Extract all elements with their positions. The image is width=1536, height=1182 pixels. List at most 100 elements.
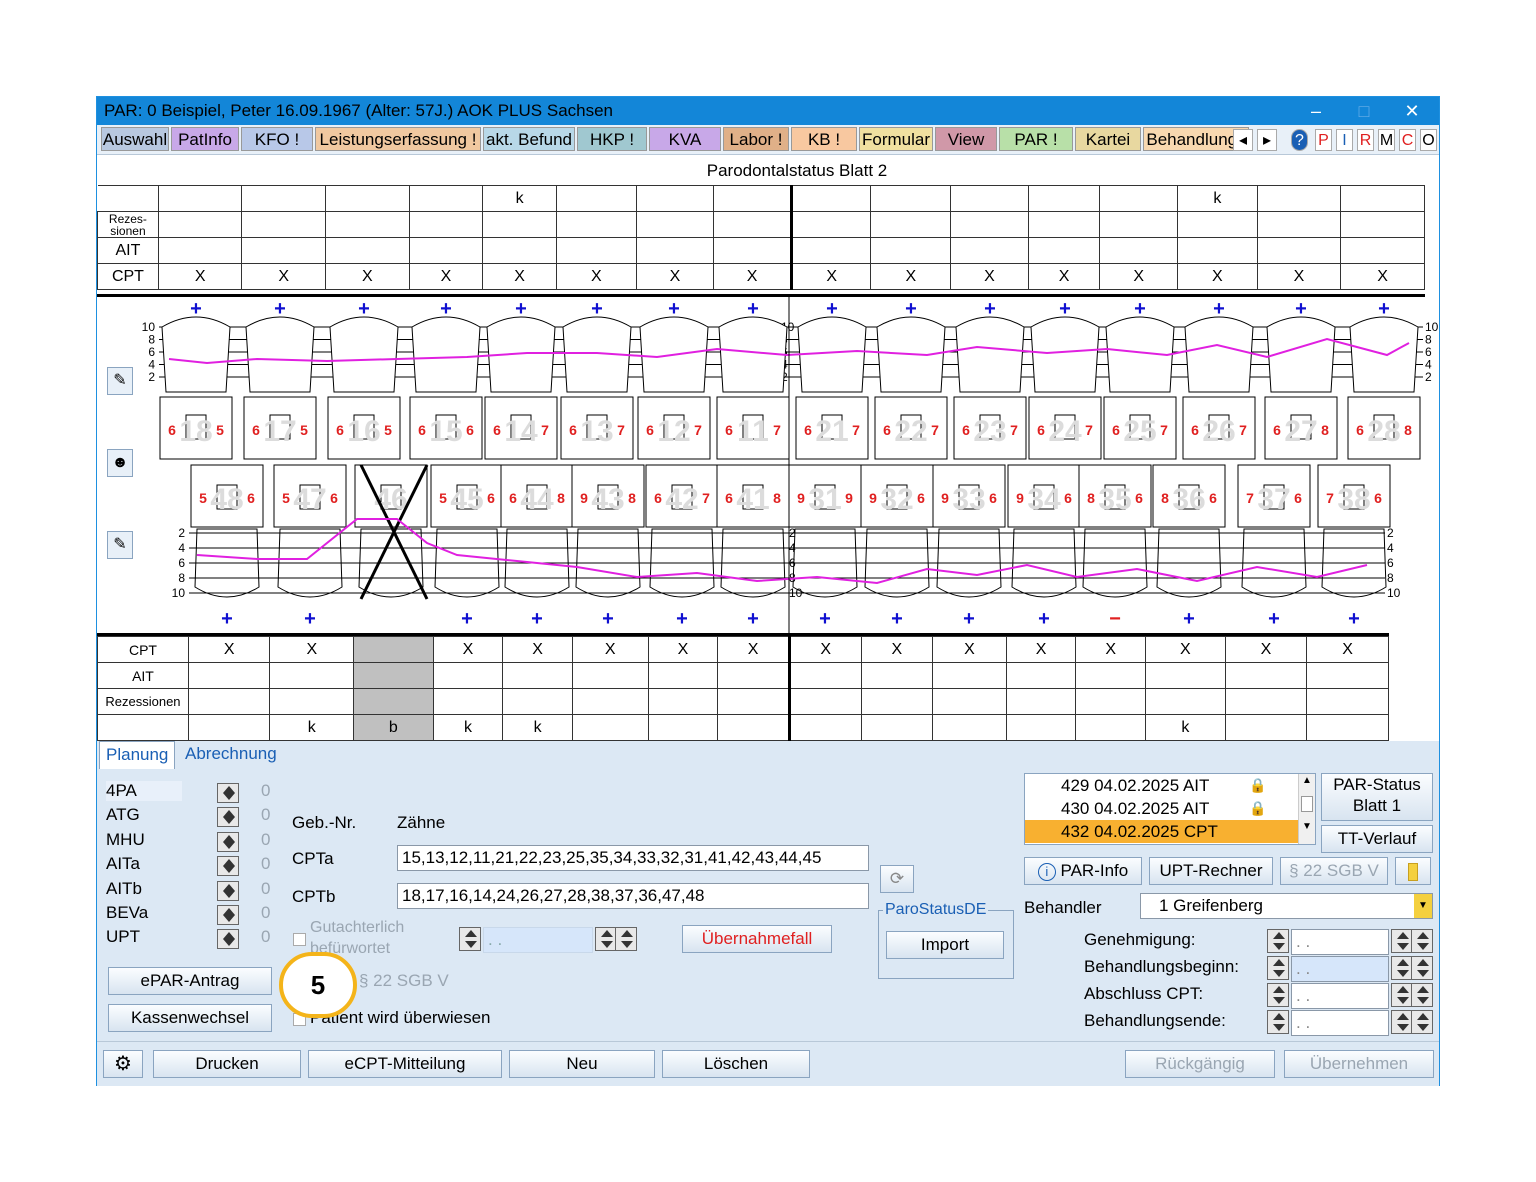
import-button[interactable]: Import	[886, 931, 1004, 959]
patient-view-icon[interactable]: ☻	[107, 449, 133, 477]
chevron-down-icon[interactable]: ▼	[1414, 894, 1432, 918]
tab-1[interactable]: PatInfo	[171, 127, 239, 151]
tab-11[interactable]: PAR !	[999, 127, 1073, 151]
counter-spinner[interactable]	[217, 831, 239, 852]
mini-button-1[interactable]: I	[1336, 129, 1353, 151]
tab-12[interactable]: Kartei	[1075, 127, 1141, 151]
up-k-cell	[789, 185, 872, 212]
tab-prev-icon[interactable]: ◂	[1233, 129, 1253, 151]
counter-value[interactable]: 0	[261, 854, 271, 874]
mini-button-3[interactable]: M	[1378, 129, 1395, 151]
counter-spinner[interactable]	[217, 807, 239, 828]
tab-4[interactable]: akt. Befund	[483, 127, 575, 151]
date-label: Behandlungsbeginn:	[1084, 957, 1240, 976]
par-status-button[interactable]: PAR-Status Blatt 1	[1321, 773, 1433, 821]
par-info-button[interactable]: i PAR-Info	[1024, 857, 1142, 885]
date-spin-left[interactable]	[1267, 983, 1289, 1007]
gutachter-date-input[interactable]: . .	[483, 927, 593, 953]
help-icon[interactable]: ?	[1291, 129, 1308, 151]
ecpt-button[interactable]: eCPT-Mitteilung	[308, 1050, 502, 1078]
pencil-icon-lower[interactable]: ✎	[107, 531, 133, 559]
counter-value[interactable]: 0	[261, 903, 271, 922]
date-spin-left[interactable]	[1267, 956, 1289, 980]
entry-row[interactable]: 432 04.02.2025 CPT	[1025, 820, 1299, 843]
close-icon[interactable]: ✕	[1404, 101, 1420, 121]
refresh-icon[interactable]: ⟳	[880, 865, 914, 893]
tab-3[interactable]: Leistungserfassung !	[315, 127, 481, 151]
epar-antrag-button[interactable]: ePAR-Antrag	[108, 967, 272, 995]
neu-button[interactable]: Neu	[509, 1050, 655, 1078]
counter-value[interactable]: 0	[261, 878, 271, 898]
tab-planung[interactable]: Planung	[99, 741, 176, 769]
tab-6[interactable]: KVA	[649, 127, 721, 151]
tab-10[interactable]: View	[935, 127, 997, 151]
counter-spinner[interactable]	[217, 856, 239, 877]
tab-8[interactable]: KB !	[791, 127, 857, 151]
uebernehmen-button[interactable]: Übernehmen	[1284, 1050, 1434, 1078]
date-spin-a[interactable]	[1391, 956, 1413, 980]
lower-tooth-number: 41	[736, 483, 769, 516]
up-rez-cell	[555, 211, 637, 238]
tab-0[interactable]: Auswahl	[101, 127, 169, 151]
date-spin-a[interactable]	[1391, 983, 1413, 1007]
date-spin-b[interactable]	[1411, 983, 1433, 1007]
date-spin-left[interactable]	[1267, 1010, 1289, 1034]
date-spin-left[interactable]	[1267, 929, 1289, 953]
tab-5[interactable]: HKP !	[577, 127, 647, 151]
cptb-input[interactable]: 18,17,16,14,24,26,27,28,38,37,36,47,48	[397, 883, 869, 909]
drucken-button[interactable]: Drucken	[153, 1050, 301, 1078]
date-input[interactable]: . .	[1291, 929, 1389, 955]
gear-icon[interactable]: ⚙	[103, 1050, 143, 1078]
behandler-select[interactable]: 1 Greifenberg ▼	[1140, 893, 1433, 919]
mini-button-5[interactable]: O	[1420, 129, 1437, 151]
date-input[interactable]: . .	[1291, 956, 1389, 982]
maximize-icon[interactable]: □	[1358, 101, 1370, 121]
entry-row[interactable]: 429 04.02.2025 AIT 🔒	[1025, 774, 1299, 797]
minimize-icon[interactable]: –	[1310, 101, 1321, 121]
date-spin-a[interactable]	[1391, 1010, 1413, 1034]
counter-value[interactable]: 0	[261, 781, 271, 800]
date-spin-b[interactable]	[1411, 1010, 1433, 1034]
cpta-input[interactable]: 15,13,12,11,21,22,23,25,35,34,33,32,31,4…	[397, 845, 869, 871]
upt-rechner-button[interactable]: UPT-Rechner	[1149, 857, 1273, 885]
lower-pd-right: 6	[1374, 490, 1382, 506]
mini-button-2[interactable]: R	[1357, 129, 1374, 151]
uebernahmefall-button[interactable]: Übernahmefall	[682, 925, 832, 953]
date-spin-b[interactable]	[1411, 929, 1433, 953]
gutachter-date-spin-a[interactable]	[595, 927, 617, 951]
counter-spinner[interactable]	[217, 880, 239, 901]
tab-2[interactable]: KFO !	[241, 127, 313, 151]
sgb-button[interactable]: § 22 SGB V	[1280, 857, 1388, 885]
counter-spinner[interactable]	[217, 929, 239, 950]
counter-value[interactable]: 0	[261, 829, 271, 849]
mini-button-0[interactable]: P	[1315, 129, 1332, 151]
tab-9[interactable]: Formular	[859, 127, 933, 151]
entry-row[interactable]: 430 04.02.2025 AIT 🔒	[1025, 797, 1299, 820]
gutachter-date-spin-left[interactable]	[459, 927, 481, 951]
upper-tooth-number: 14	[504, 415, 538, 448]
lower-tooth-center	[597, 484, 619, 510]
tab-7[interactable]: Labor !	[723, 127, 789, 151]
counter-value[interactable]: 0	[261, 805, 271, 825]
tt-verlauf-button[interactable]: TT-Verlauf	[1321, 825, 1433, 853]
date-spin-a[interactable]	[1391, 929, 1413, 953]
gutachterlich-checkbox[interactable]	[293, 933, 306, 946]
pencil-icon-upper[interactable]: ✎	[107, 367, 133, 395]
date-input[interactable]: . .	[1291, 1010, 1389, 1036]
kassenwechsel-button[interactable]: Kassenwechsel	[108, 1004, 272, 1032]
counter-spinner[interactable]	[217, 905, 239, 925]
loeschen-button[interactable]: Löschen	[662, 1050, 810, 1078]
mini-button-4[interactable]: C	[1399, 129, 1416, 151]
entries-scrollbar[interactable]: ▲ ▼	[1298, 774, 1315, 844]
date-input[interactable]: . .	[1291, 983, 1389, 1009]
tab-next-icon[interactable]: ▸	[1257, 129, 1277, 151]
tab-abrechnung[interactable]: Abrechnung	[185, 744, 277, 763]
rueckgaengig-button[interactable]: Rückgängig	[1125, 1050, 1275, 1078]
up-rez-cell	[408, 211, 484, 238]
tab-13[interactable]: Behandlungs	[1143, 127, 1249, 151]
gutachter-date-spin-b[interactable]	[615, 927, 637, 951]
counter-spinner[interactable]	[217, 783, 239, 803]
date-spin-b[interactable]	[1411, 956, 1433, 980]
notes-button[interactable]	[1395, 857, 1431, 885]
counter-value[interactable]: 0	[261, 927, 271, 947]
